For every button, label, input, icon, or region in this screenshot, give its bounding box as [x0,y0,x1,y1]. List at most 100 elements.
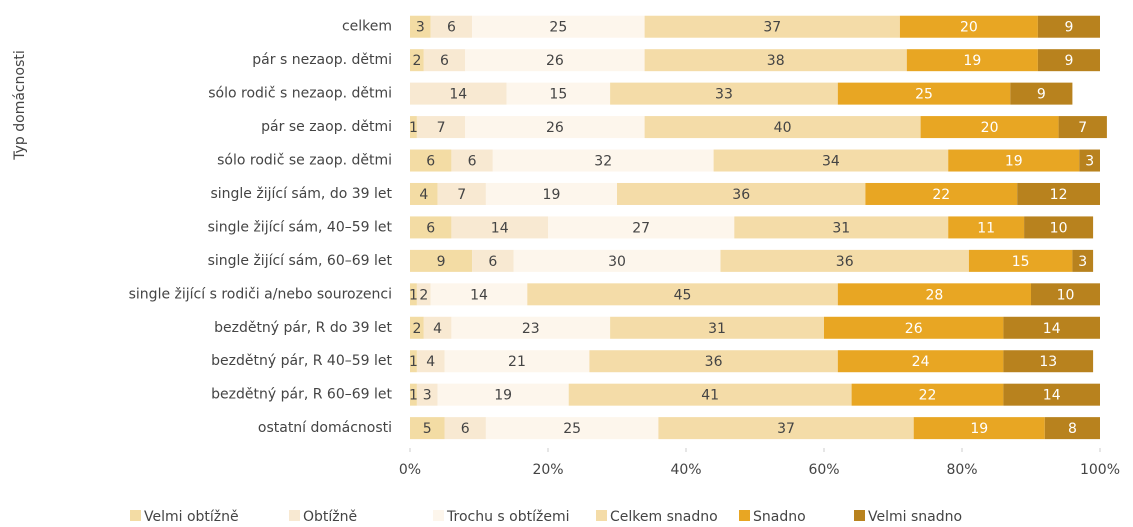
bar-segment [451,316,611,339]
bar-segment [410,216,452,239]
data-label: 36 [836,254,854,270]
bar-segment [837,283,1031,306]
bar-segment [410,182,438,205]
bar-segment [1072,249,1094,272]
bar-segment [948,149,1080,172]
bar-segment [444,350,590,373]
y-tick-label: single žijící s rodiči a/nebo sourozenci [129,286,392,302]
bar-segment [644,116,921,139]
bar-segment [485,417,659,440]
data-label: 30 [608,254,626,270]
y-tick-label: pár s nezaop. dětmi [252,52,392,68]
data-label: 27 [632,220,650,236]
data-label: 14 [1043,388,1061,404]
data-label: 23 [522,321,540,337]
data-label: 15 [549,87,567,103]
data-label: 14 [491,220,509,236]
bar-segment [610,82,838,105]
bar-segment [506,82,611,105]
data-label: 1 [409,354,418,370]
x-tick-label: 100% [1080,462,1120,478]
bar-segment [410,49,424,72]
data-label: 1 [409,287,418,303]
legend-label: Snadno [753,509,806,525]
bar-segment [734,216,949,239]
bar-segment [913,417,1045,440]
bar-segment [1003,383,1100,406]
data-label: 25 [549,20,567,36]
data-label: 28 [925,287,943,303]
data-label: 2 [412,321,421,337]
data-label: 20 [960,20,978,36]
bar-segment [416,116,466,139]
data-label: 11 [977,220,995,236]
data-label: 9 [1064,53,1073,69]
data-label: 4 [419,187,428,203]
data-label: 33 [715,87,733,103]
bar-segment [410,116,417,139]
data-label: 9 [437,254,446,270]
data-label: 3 [1085,154,1094,170]
data-label: 7 [1078,120,1087,136]
bar-segment [472,15,645,38]
data-label: 14 [470,287,488,303]
bar-segment [492,149,714,172]
data-label: 4 [433,321,442,337]
y-tick-label: single žijící sám, do 39 let [210,186,392,202]
data-label: 10 [1057,287,1075,303]
bar-segment [451,149,493,172]
data-label: 41 [701,388,719,404]
data-label: 34 [822,154,840,170]
y-tick-label: bezdětný pár, R do 39 let [214,320,392,336]
bar-segment [410,283,417,306]
data-label: 19 [543,187,561,203]
y-tick-label: celkem [342,19,392,35]
data-label: 6 [440,53,449,69]
bar-segment [410,350,417,373]
bar-segment [1024,216,1094,239]
data-label: 6 [488,254,497,270]
bar-segment [948,216,1025,239]
data-label: 14 [1043,321,1061,337]
bar-segment [472,249,514,272]
bar-segment [465,116,645,139]
data-label: 20 [981,120,999,136]
data-label: 36 [732,187,750,203]
data-label: 19 [494,388,512,404]
data-label: 25 [915,87,933,103]
legend-swatch [596,510,607,521]
data-label: 8 [1068,421,1077,437]
x-tick-label: 20% [532,462,563,478]
bar-segment [437,182,486,205]
data-label: 6 [447,20,456,36]
data-label: 21 [508,354,526,370]
bar-segment [851,383,1004,406]
bar-segment [713,149,949,172]
bar-segment [410,149,452,172]
bar-segment [416,350,445,373]
y-tick-label: sólo rodič se zaop. dětmi [217,153,392,169]
legend-swatch [433,510,444,521]
bar-segment [423,316,452,339]
data-label: 3 [1078,254,1087,270]
y-tick-label: bezdětný pár, R 40–59 let [211,353,392,369]
data-label: 14 [449,87,467,103]
x-tick-label: 0% [399,462,421,478]
bar-segment [416,383,438,406]
data-label: 7 [437,120,446,136]
bar-segment [485,182,617,205]
data-label: 5 [423,421,432,437]
bar-segment [658,417,914,440]
bar-segment [416,283,431,306]
bar-segment [610,316,824,339]
bar-segment [720,249,969,272]
bar-segment [451,216,548,239]
y-tick-label: pár se zaop. dětmi [261,119,392,135]
data-label: 31 [832,220,850,236]
data-label: 26 [546,120,564,136]
bar-segment [1079,149,1100,172]
data-label: 40 [774,120,792,136]
bar-segment [968,249,1073,272]
data-label: 19 [1005,154,1023,170]
bar-segment [430,283,528,306]
